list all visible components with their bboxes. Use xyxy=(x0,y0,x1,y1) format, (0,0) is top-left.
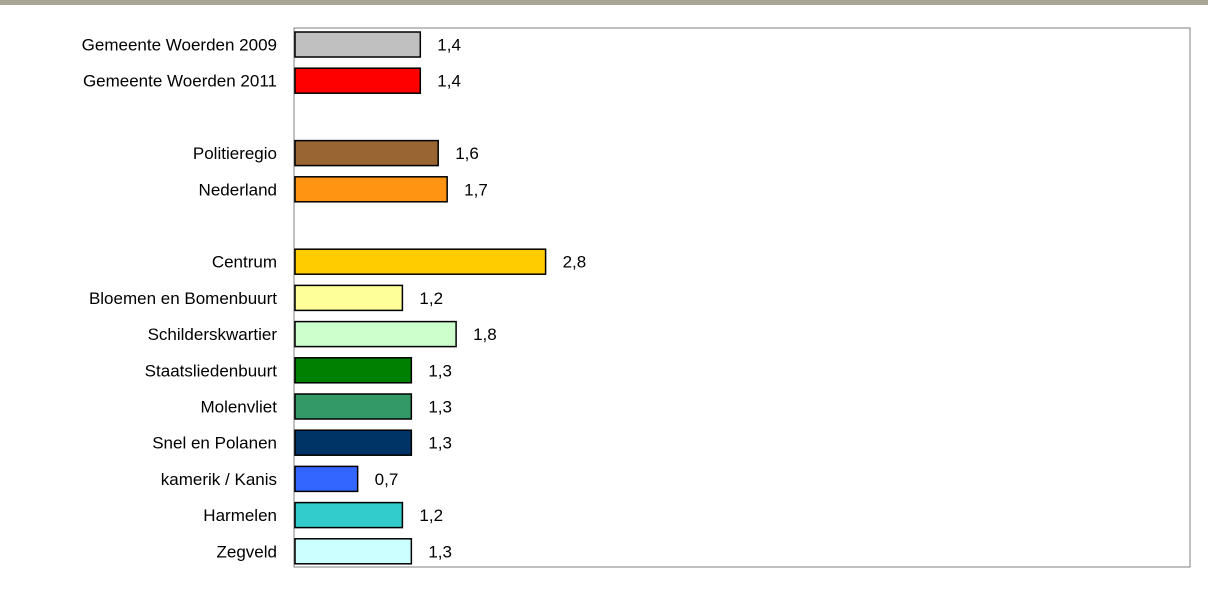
plot-area xyxy=(293,27,1191,568)
category-label: Bloemen en Bomenbuurt xyxy=(89,289,277,308)
labels-layer: Gemeente Woerden 2009 1,4 Gemeente Woerden… xyxy=(82,36,587,562)
bar xyxy=(294,284,404,312)
category-label: Zegveld xyxy=(217,542,277,561)
data-label: 1,3 xyxy=(428,398,452,417)
category-label: Gemeente Woerden 2011 xyxy=(83,72,277,91)
category-label: Nederland xyxy=(199,180,277,199)
data-label: 1,2 xyxy=(419,506,443,525)
category-label: Staatsliedenbuurt xyxy=(145,361,278,380)
bar xyxy=(294,248,547,275)
category-label: Schilderskwartier xyxy=(148,325,278,344)
bar xyxy=(294,139,439,167)
category-label: Politieregio xyxy=(193,144,277,163)
top-divider xyxy=(0,0,1208,5)
bar xyxy=(294,67,422,94)
data-label: 1,6 xyxy=(455,144,479,163)
category-label: Harmelen xyxy=(203,506,277,525)
category-label: Snel en Polanen xyxy=(152,434,277,453)
data-label: 1,2 xyxy=(419,289,443,308)
data-label: 1,8 xyxy=(473,325,497,344)
bar xyxy=(294,501,404,529)
bar xyxy=(294,176,448,203)
bars-layer xyxy=(294,31,547,565)
bar xyxy=(294,31,422,58)
bar xyxy=(294,429,413,456)
category-label: Molenvliet xyxy=(200,398,277,417)
category-label: Gemeente Woerden 2009 xyxy=(82,36,277,55)
bar xyxy=(294,538,413,565)
data-label: 1,3 xyxy=(428,434,452,453)
data-label: 1,3 xyxy=(428,361,452,380)
data-label: 2,8 xyxy=(563,253,587,272)
bar xyxy=(294,465,359,493)
category-label: Centrum xyxy=(212,253,277,272)
category-label: kamerik / Kanis xyxy=(161,470,277,489)
data-label: 1,7 xyxy=(464,180,488,199)
bar xyxy=(294,357,413,384)
bar xyxy=(294,393,413,420)
data-label: 1,3 xyxy=(428,542,452,561)
bar xyxy=(294,320,457,348)
data-label: 1,4 xyxy=(437,36,461,55)
data-label: 0,7 xyxy=(375,470,399,489)
data-label: 1,4 xyxy=(437,72,461,91)
